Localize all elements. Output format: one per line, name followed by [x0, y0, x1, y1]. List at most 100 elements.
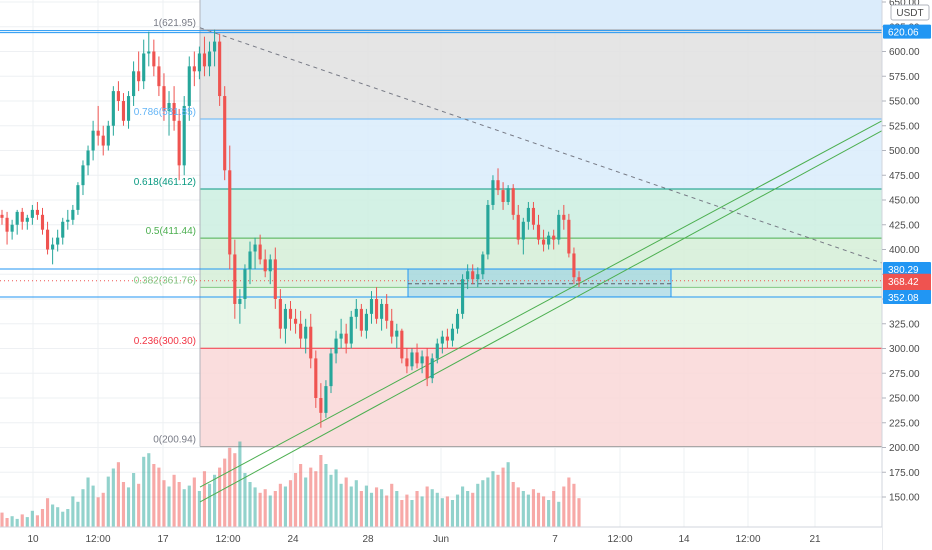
volume-bar [91, 485, 95, 527]
fib-label: 0.236(300.30) [134, 336, 196, 347]
price-tick-label: 425.00 [889, 220, 920, 231]
price-tag-380-bg [883, 262, 931, 277]
price-tag-620: 620.06 [888, 28, 919, 39]
volume-bar [410, 500, 414, 527]
fib-zones [199, 0, 882, 448]
volume-bar [187, 485, 191, 527]
volume-bar [374, 487, 379, 527]
time-tick-label: 12:00 [215, 534, 240, 545]
candle-body [395, 330, 399, 337]
candle-body [385, 303, 389, 321]
volume-bar [385, 495, 389, 527]
candle-body [202, 53, 207, 67]
candle-body [435, 343, 439, 359]
dashed-trendline [199, 27, 883, 264]
price-tick-label: 400.00 [889, 245, 920, 256]
volume-bar [344, 477, 348, 527]
volume-bar [542, 496, 546, 527]
candle-body [197, 53, 201, 72]
price-tick-label: 150.00 [889, 493, 920, 504]
volume-bar [324, 464, 328, 527]
candle-body [491, 180, 495, 205]
candle-body [61, 221, 65, 238]
candle-body [536, 224, 541, 240]
candle-body [101, 135, 105, 146]
volume-bar [106, 476, 110, 527]
candle-body [0, 214, 4, 218]
volume-bar [51, 504, 55, 527]
price-tag-352-bg [883, 289, 931, 304]
candle-body [157, 66, 161, 87]
fib-label: 0.786(531.85) [134, 107, 196, 118]
volume-bar [491, 471, 495, 527]
candle-body [476, 274, 480, 280]
candle-body [283, 308, 288, 329]
candle-body [334, 338, 338, 354]
volume-bar [425, 486, 429, 527]
volume-bar [167, 486, 171, 527]
price-tick-label: 300.00 [889, 344, 920, 355]
volume-bar [56, 507, 60, 527]
candle-body [450, 328, 455, 341]
candle-body [76, 185, 80, 210]
candle-body [192, 66, 196, 72]
candle-body [410, 352, 414, 367]
drawing-lines [0, 27, 883, 503]
candle-body [486, 204, 490, 255]
candle-body [263, 259, 267, 272]
time-tick-label: 28 [362, 534, 374, 545]
volume-bar [273, 491, 277, 527]
price-tag-380: 380.29 [888, 265, 919, 276]
candle-body [40, 214, 45, 230]
volume-bar [349, 486, 353, 527]
volume-bar [445, 496, 449, 527]
price-tick-label: 250.00 [889, 394, 920, 405]
volume-bar [531, 489, 536, 527]
volume-bar [116, 462, 120, 527]
price-tick-label: 600.00 [889, 47, 920, 58]
time-tick-label: 12:00 [607, 534, 632, 545]
price-tick-label: 275.00 [889, 369, 920, 380]
fib-label: 0(200.94) [153, 435, 196, 446]
candle-body [496, 180, 500, 191]
candle-body [66, 219, 70, 222]
volume-bar [572, 483, 576, 527]
candle-body [440, 336, 444, 344]
volume-bar [390, 483, 394, 527]
candle-body [405, 358, 409, 367]
volume-bar [207, 483, 212, 527]
candle-body [10, 224, 14, 232]
price-tick-label: 325.00 [889, 319, 920, 330]
candle-body [380, 303, 384, 319]
candle-body [430, 358, 434, 379]
candle-body [268, 259, 272, 272]
volume-bar [263, 489, 267, 527]
volume-bar [81, 489, 85, 527]
volume-bar [278, 483, 282, 527]
currency-box [890, 4, 930, 21]
candle-body [359, 308, 363, 331]
time-tick-label: Jun [433, 534, 449, 545]
candle-body [223, 96, 227, 171]
candle-body [116, 91, 120, 101]
volume-bar [71, 496, 75, 527]
time-tick-label: 10 [27, 534, 39, 545]
candle-body [324, 386, 328, 413]
candle-body [111, 91, 115, 126]
candle-body [349, 316, 353, 344]
volume-bar [577, 498, 581, 527]
candle-body [521, 221, 525, 240]
trend-channel-line [199, 130, 883, 503]
candle-body [35, 209, 39, 215]
volume-bar [15, 518, 19, 527]
candle-body [471, 271, 475, 280]
candle-body [233, 254, 237, 304]
candle-body [390, 320, 394, 337]
volume-bar [132, 473, 136, 527]
time-axis[interactable]: 10 12:00 17 12:00 24 28 Jun 7 12:00 14 12:00 21 [0, 526, 882, 550]
candle-body [567, 219, 571, 254]
candle-body [71, 209, 75, 220]
support-box [407, 268, 672, 298]
